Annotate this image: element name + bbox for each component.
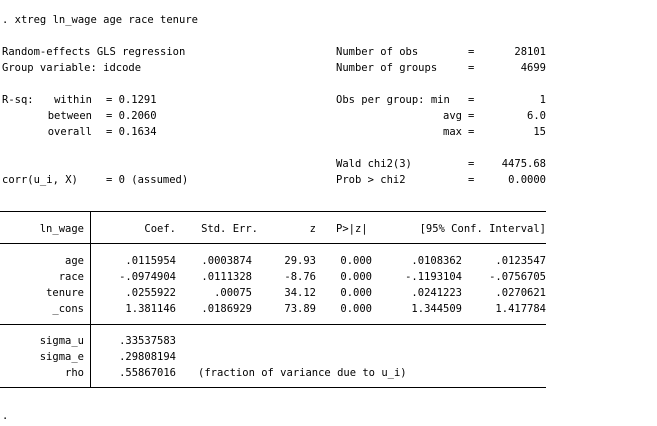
coef-cell: -.0974904 — [119, 271, 176, 283]
p-header: P>|z| — [336, 223, 368, 235]
rho-note: (fraction of variance due to u_i) — [198, 367, 407, 379]
se-cell: .0003874 — [201, 255, 252, 267]
ci-upper-cell: 1.417784 — [495, 303, 546, 315]
coef-cell: .0115954 — [125, 255, 176, 267]
overall-value: = 0.1634 — [106, 126, 157, 138]
within-label: within — [54, 94, 92, 106]
max-value: 15 — [533, 126, 546, 138]
ci-lower-cell: .0241223 — [411, 287, 462, 299]
prob-label: Prob > chi2 — [336, 174, 406, 186]
value-cell: .55867016 — [119, 367, 176, 379]
between-value: = 0.2060 — [106, 110, 157, 122]
corr-label: corr(u_i, X) — [2, 174, 78, 186]
ci-header: [95% Conf. Interval] — [419, 223, 546, 235]
z-cell: 73.89 — [284, 303, 316, 315]
ngroups-label: Number of groups — [336, 62, 438, 74]
coef-cell: .0255922 — [125, 287, 176, 299]
avg-eq: = — [468, 110, 475, 122]
coef-header: Coef. — [144, 223, 176, 235]
prob-eq: = — [468, 174, 475, 186]
max-eq: = — [468, 126, 475, 138]
z-cell: 34.12 — [284, 287, 316, 299]
se-cell: .0186929 — [201, 303, 252, 315]
depvar-header: ln_wage — [39, 223, 84, 235]
min-eq: = — [468, 94, 475, 106]
ci-lower-cell: -.1193104 — [405, 271, 462, 283]
between-label: between — [47, 110, 92, 122]
row-name: sigma_u — [39, 335, 84, 347]
overall-label: overall — [47, 126, 92, 138]
se-cell: .0111328 — [201, 271, 252, 283]
table-mid-rule — [0, 324, 546, 325]
table-bottom-rule — [0, 387, 546, 388]
value-cell: .33537583 — [119, 335, 176, 347]
z-cell: 29.93 — [284, 255, 316, 267]
row-name: rho — [65, 367, 84, 379]
ci-upper-cell: .0270621 — [495, 287, 546, 299]
p-cell: 0.000 — [340, 287, 372, 299]
row-name: tenure — [46, 287, 84, 299]
p-cell: 0.000 — [340, 271, 372, 283]
min-value: 1 — [539, 94, 546, 106]
nobs-value: 28101 — [514, 46, 546, 58]
ci-lower-cell: .0108362 — [411, 255, 462, 267]
prob-value: 0.0000 — [508, 174, 546, 186]
max-label: max — [443, 126, 462, 138]
row-name: race — [58, 271, 84, 283]
table-header-rule — [0, 243, 546, 244]
obs-per-group-label: Obs per group: min — [336, 94, 450, 106]
z-header: z — [309, 223, 316, 235]
ci-upper-cell: -.0756705 — [489, 271, 546, 283]
rsq-label: R-sq: — [2, 94, 34, 106]
coef-cell: 1.381146 — [125, 303, 176, 315]
wald-eq: = — [468, 158, 475, 170]
corr-value: = 0 (assumed) — [106, 174, 189, 186]
table-separator — [90, 211, 91, 388]
command-line: . xtreg ln_wage age race tenure — [2, 14, 198, 26]
nobs-eq: = — [468, 46, 475, 58]
ci-upper-cell: .0123547 — [495, 255, 546, 267]
model-title: Random-effects GLS regression — [2, 46, 186, 58]
row-name: sigma_e — [39, 351, 84, 363]
table-top-rule — [0, 211, 546, 212]
ngroups-value: 4699 — [520, 62, 546, 74]
ci-lower-cell: 1.344509 — [411, 303, 462, 315]
avg-label: avg — [443, 110, 462, 122]
row-name: _cons — [52, 303, 84, 315]
avg-value: 6.0 — [527, 110, 546, 122]
p-cell: 0.000 — [340, 303, 372, 315]
wald-value: 4475.68 — [501, 158, 546, 170]
row-name: age — [65, 255, 84, 267]
value-cell: .29808194 — [119, 351, 176, 363]
nobs-label: Number of obs — [336, 46, 419, 58]
se-cell: .00075 — [214, 287, 252, 299]
p-cell: 0.000 — [340, 255, 372, 267]
wald-label: Wald chi2(3) — [336, 158, 412, 170]
z-cell: -8.76 — [284, 271, 316, 283]
ngroups-eq: = — [468, 62, 475, 74]
group-variable: Group variable: idcode — [2, 62, 142, 74]
within-value: = 0.1291 — [106, 94, 157, 106]
se-header: Std. Err. — [201, 223, 258, 235]
command-prompt[interactable]: . — [2, 410, 9, 422]
